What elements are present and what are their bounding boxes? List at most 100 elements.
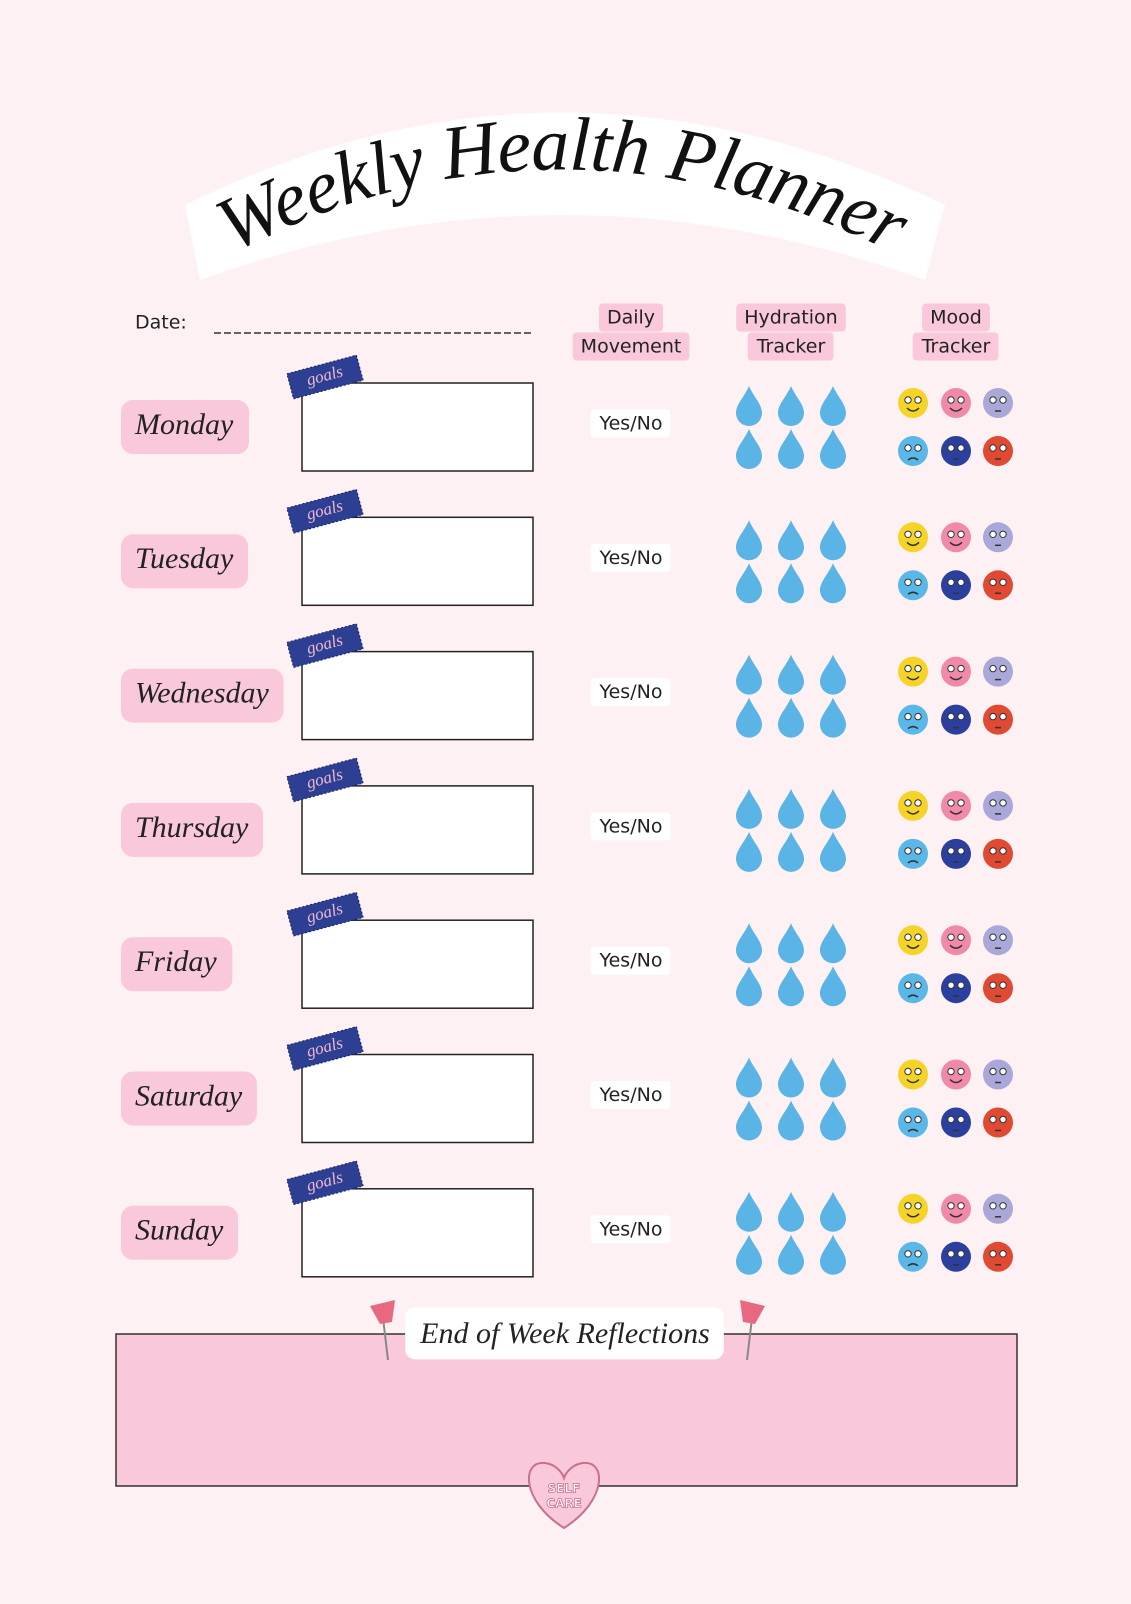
day-name: Saturday: [135, 1079, 243, 1112]
heart-badge: [528, 1461, 600, 1530]
face: [983, 790, 1013, 821]
eye: [904, 1115, 912, 1124]
goal-box: [301, 919, 534, 1009]
water-drop: [820, 831, 846, 872]
water-drop: [820, 563, 846, 604]
column-header: Tracker: [756, 336, 826, 358]
day-pill: [121, 668, 284, 723]
face: [941, 656, 971, 687]
eye: [999, 799, 1007, 807]
day-pill: [121, 1071, 257, 1126]
pill: [590, 1081, 671, 1109]
water-drop: [736, 923, 762, 964]
face: [941, 1059, 971, 1090]
pill: [590, 409, 671, 438]
face: [898, 1059, 928, 1090]
pill: [590, 946, 671, 975]
tape: [286, 1026, 364, 1071]
eye: [914, 1115, 922, 1124]
face: [898, 1107, 928, 1138]
mood-face: [941, 838, 971, 869]
eye: [989, 1250, 997, 1258]
face: [983, 1193, 1013, 1224]
column-header: Daily: [607, 307, 655, 329]
water-drop: [820, 966, 846, 1007]
water-drop: [778, 429, 804, 469]
water-drop: [820, 429, 846, 469]
movement: Yes/No: [599, 547, 663, 569]
tape: [286, 1160, 364, 1206]
day-pill: [121, 1205, 238, 1260]
pill: [598, 303, 664, 332]
mood-face: [983, 790, 1013, 821]
water-drop: [736, 1100, 762, 1141]
pin-right: [740, 1300, 765, 1361]
eye: [914, 396, 922, 404]
eye: [904, 847, 912, 855]
water-drop: [778, 520, 804, 561]
mood-face: [983, 570, 1013, 601]
face: [941, 1241, 971, 1272]
eye: [947, 1115, 955, 1124]
eye: [989, 444, 997, 452]
eye: [904, 578, 912, 586]
mood-face: [898, 704, 928, 735]
face: [983, 656, 1013, 687]
eye: [957, 396, 965, 404]
eye: [999, 530, 1007, 538]
face: [983, 388, 1013, 418]
mood-face: [898, 838, 928, 869]
eye: [904, 799, 912, 807]
mouth: [907, 1263, 919, 1267]
mood-face: [898, 1059, 928, 1090]
mouth: [906, 541, 920, 547]
movement: Yes/No: [599, 681, 663, 703]
eye: [957, 1115, 965, 1124]
day-name: Sunday: [135, 1214, 224, 1247]
day-pill: [121, 802, 264, 857]
eye: [947, 1067, 955, 1076]
eye: [989, 1202, 997, 1210]
mouth: [907, 860, 919, 864]
mood-face: [941, 925, 971, 956]
face: [983, 838, 1013, 869]
pill: [922, 303, 990, 332]
badge-text: SELF: [548, 1482, 581, 1496]
eye: [947, 1202, 955, 1210]
water-drop: [778, 1234, 804, 1275]
face: [983, 1059, 1013, 1090]
mouth: [906, 944, 920, 949]
column-header: Hydration: [744, 307, 837, 329]
date-label: Date:: [135, 312, 187, 334]
mouth: [949, 676, 963, 681]
water-drop: [736, 654, 762, 695]
water-drop: [820, 697, 846, 738]
goal-tag: goals: [286, 1160, 364, 1206]
water-drop: [820, 386, 846, 426]
eye: [904, 1250, 912, 1258]
mouth: [906, 1078, 920, 1084]
mood-face: [898, 656, 928, 687]
mouth: [907, 591, 919, 595]
face: [898, 973, 928, 1004]
pill: [912, 332, 999, 361]
eye: [914, 664, 922, 673]
movement: Yes/No: [599, 1218, 663, 1240]
mouth: [906, 810, 920, 815]
eye: [957, 578, 965, 586]
eye: [989, 664, 997, 673]
mood-face: [983, 704, 1013, 735]
day-pill: [121, 937, 233, 992]
eye: [999, 981, 1007, 989]
mood-face: [983, 656, 1013, 687]
column-header: Movement: [581, 336, 682, 358]
eye: [957, 444, 965, 452]
water-drop: [820, 1234, 846, 1275]
eye: [957, 981, 965, 989]
water-drop: [778, 1191, 804, 1232]
face: [941, 388, 971, 418]
water-drop: [778, 697, 804, 738]
face: [983, 925, 1013, 956]
day-name: Monday: [134, 408, 234, 441]
